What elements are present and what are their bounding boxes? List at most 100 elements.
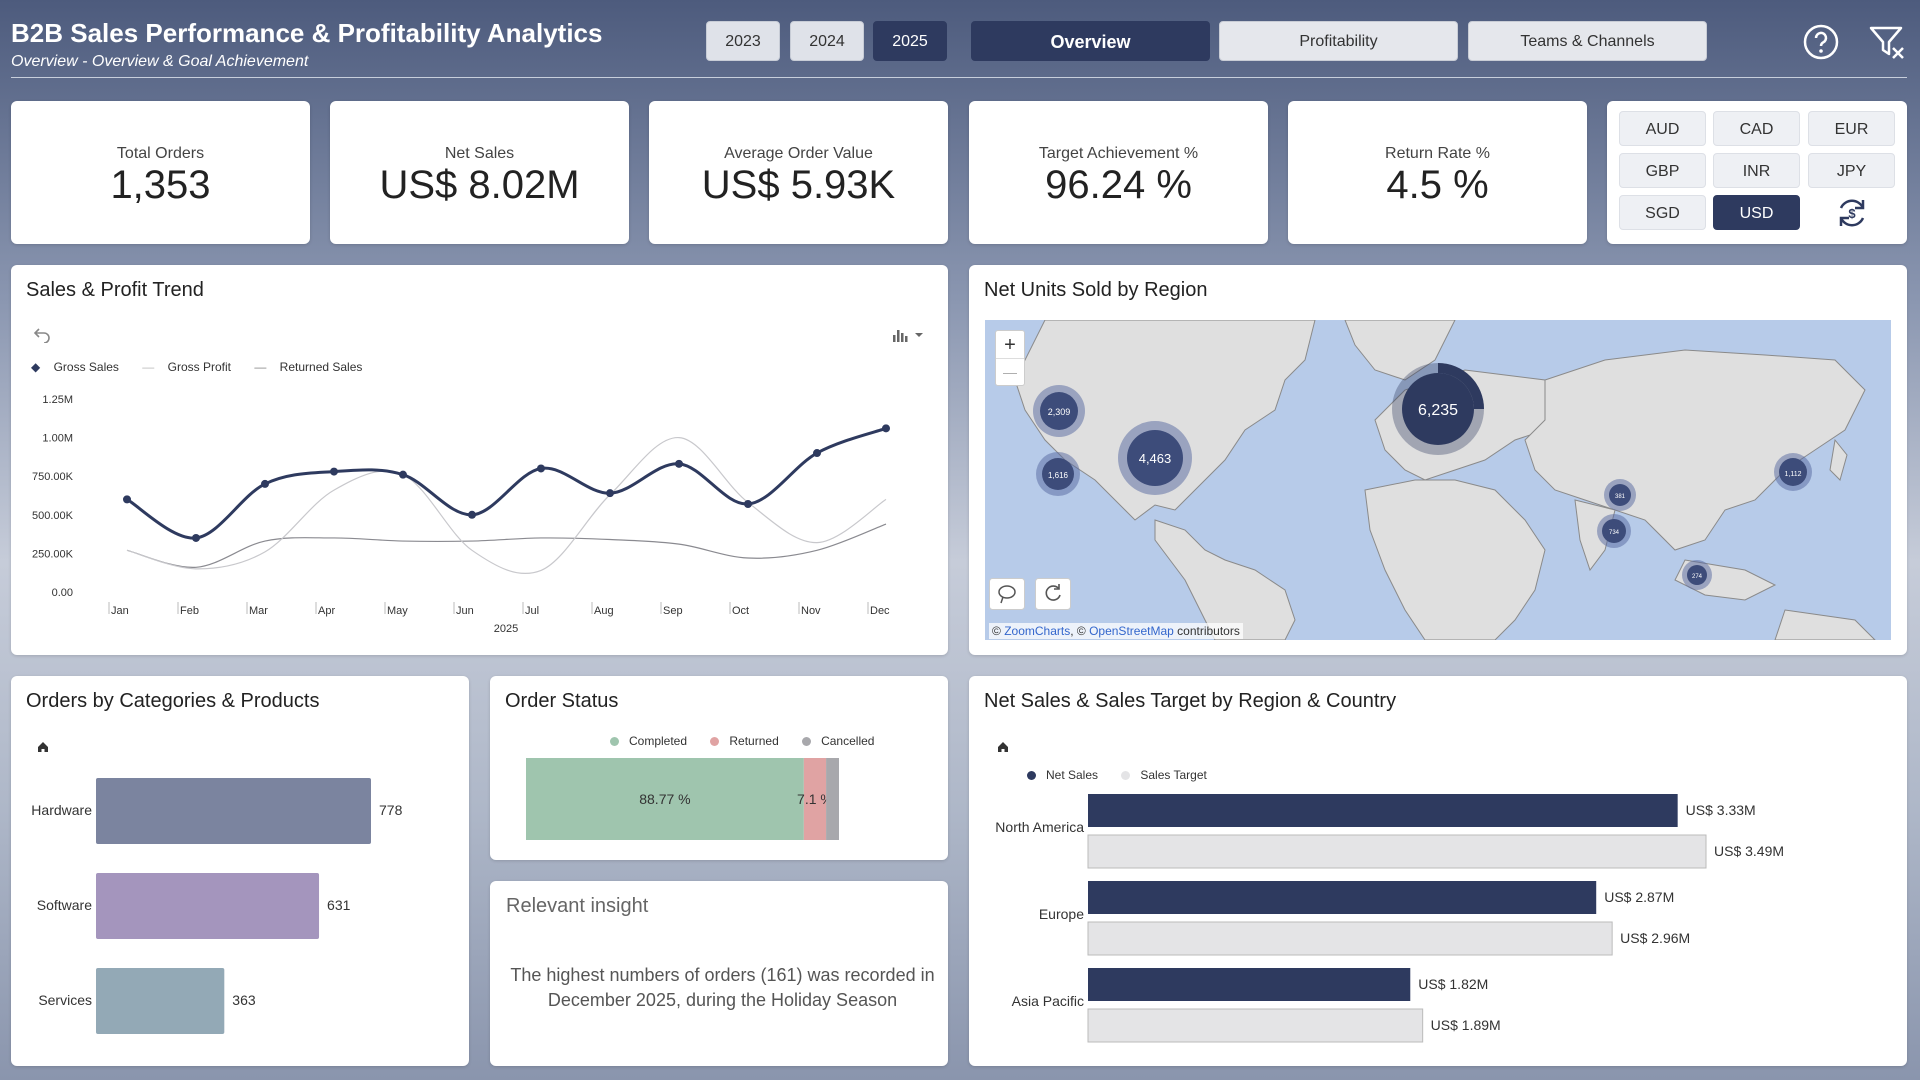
legend-gross-profit[interactable]: ― Gross Profit <box>142 360 231 374</box>
data-point[interactable] <box>261 479 269 488</box>
region-legend: Net Sales Sales Target <box>1027 768 1227 782</box>
kpi-value: US$ 8.02M <box>379 163 580 207</box>
clear-filter-icon[interactable] <box>1867 22 1907 62</box>
order-status-legend: Completed Returned Cancelled <box>610 734 894 748</box>
data-point[interactable] <box>192 533 200 542</box>
data-point[interactable] <box>744 499 752 508</box>
data-point[interactable] <box>537 464 545 473</box>
data-point[interactable] <box>330 467 338 476</box>
x-tick-label: Sep <box>663 605 683 617</box>
net-sales-bar[interactable] <box>1088 794 1678 827</box>
legend-gross-sales[interactable]: ◆ Gross Sales <box>31 360 119 374</box>
legend-sales-target[interactable]: Sales Target <box>1121 768 1217 782</box>
category-bar[interactable] <box>96 968 225 1034</box>
x-tick-label: May <box>387 605 408 617</box>
currency-button-sgd[interactable]: SGD <box>1619 195 1706 230</box>
net-sales-target-region-card: Net Sales & Sales Target by Region & Cou… <box>969 676 1907 1066</box>
data-point[interactable] <box>882 424 890 433</box>
tab-profitability[interactable]: Profitability <box>1219 21 1458 61</box>
order-status-chart: 88.77 % 7.1 % <box>526 758 839 840</box>
data-point[interactable] <box>468 510 476 519</box>
trend-title: Sales & Profit Trend <box>26 279 204 301</box>
header-divider <box>11 77 1907 78</box>
series-returned-sales[interactable] <box>126 523 887 568</box>
data-point[interactable] <box>813 449 821 458</box>
page-subtitle: Overview - Overview & Goal Achievement <box>11 53 309 70</box>
region-chart: North America US$ 3.33M US$ 3.49M Europe US$… <box>995 794 1784 1043</box>
currency-button-inr[interactable]: INR <box>1713 153 1800 188</box>
net-sales-bar[interactable] <box>1088 881 1597 914</box>
y-tick-label: 1.00M <box>42 433 73 445</box>
x-tick-label: Aug <box>594 605 614 617</box>
status-segment[interactable] <box>526 758 804 840</box>
tab-overview[interactable]: Overview <box>971 21 1210 61</box>
currency-refresh-icon[interactable]: $ <box>1835 196 1869 230</box>
legend-cancelled[interactable]: Cancelled <box>802 734 884 748</box>
kpi-label: Net Sales <box>444 145 515 162</box>
currency-selector: AUD CAD EUR GBP INR JPY SGD USD $ <box>1607 101 1907 244</box>
kpi-return-rate: Return Rate % 4.5 % <box>1288 101 1587 244</box>
kpi-total-orders: Total Orders 1,353 <box>11 101 310 244</box>
map-reset-icon[interactable] <box>1035 578 1071 610</box>
series-gross-profit[interactable] <box>126 436 887 575</box>
category-value-label: 778 <box>379 802 403 818</box>
sales-target-bar[interactable] <box>1087 921 1613 956</box>
sales-target-bar[interactable] <box>1087 1008 1424 1043</box>
currency-button-jpy[interactable]: JPY <box>1808 153 1895 188</box>
y-tick-label: 250.00K <box>32 548 74 560</box>
status-segment[interactable] <box>826 758 839 840</box>
year-button-2025[interactable]: 2025 <box>873 21 947 61</box>
map-zoom-control: + — <box>995 330 1025 386</box>
status-segment[interactable] <box>803 758 827 840</box>
zoomcharts-link[interactable]: ZoomCharts <box>1004 624 1071 638</box>
back-icon[interactable] <box>33 327 51 343</box>
legend-returned[interactable]: Returned <box>710 734 788 748</box>
status-segment-label: 7.1 % <box>797 791 833 807</box>
currency-button-eur[interactable]: EUR <box>1808 111 1895 146</box>
currency-button-cad[interactable]: CAD <box>1713 111 1800 146</box>
chart-type-icon[interactable] <box>891 327 931 343</box>
home-icon[interactable] <box>36 740 50 754</box>
help-icon[interactable] <box>1801 22 1841 62</box>
net-units-map-card: Net Units Sold by Region + — © <box>969 265 1907 655</box>
x-tick-label: Jan <box>111 605 129 617</box>
sales-profit-trend-card: Sales & Profit Trend ◆ Gross Sales ― Gro… <box>11 265 948 655</box>
world-map[interactable] <box>985 320 1891 640</box>
sales-target-bar[interactable] <box>1087 834 1707 869</box>
data-point[interactable] <box>399 470 407 479</box>
data-point[interactable] <box>675 459 683 468</box>
x-tick-label: Apr <box>318 605 335 617</box>
category-bar[interactable] <box>96 778 371 844</box>
status-segment-label: 88.77 % <box>639 791 690 807</box>
insight-title: Relevant insight <box>506 895 649 917</box>
tab-teams-channels[interactable]: Teams & Channels <box>1468 21 1707 61</box>
x-tick-label: Oct <box>732 605 749 617</box>
zoom-in-button[interactable]: + <box>996 331 1024 359</box>
x-tick-label: Feb <box>180 605 199 617</box>
region-label: Asia Pacific <box>1012 993 1084 1009</box>
category-label: Software <box>37 897 92 913</box>
lasso-icon[interactable] <box>989 578 1025 610</box>
data-point[interactable] <box>123 495 131 504</box>
year-button-2024[interactable]: 2024 <box>790 21 864 61</box>
legend-completed[interactable]: Completed <box>610 734 697 748</box>
x-tick-label: Jun <box>456 605 474 617</box>
data-point[interactable] <box>606 489 614 498</box>
category-value-label: 631 <box>327 897 351 913</box>
legend-returned-sales[interactable]: ― Returned Sales <box>254 360 363 374</box>
home-icon[interactable] <box>996 740 1010 754</box>
zoom-out-button[interactable]: — <box>1003 364 1017 380</box>
order-status-title: Order Status <box>505 690 619 712</box>
legend-net-sales[interactable]: Net Sales <box>1027 768 1108 782</box>
region-label: Europe <box>1039 906 1084 922</box>
y-tick-label: 0.00 <box>52 587 73 599</box>
net-sales-bar[interactable] <box>1088 968 1411 1001</box>
currency-button-usd[interactable]: USD <box>1713 195 1800 230</box>
year-button-2023[interactable]: 2023 <box>706 21 780 61</box>
kpi-net-sales: Net Sales US$ 8.02M <box>330 101 629 244</box>
openstreetmap-link[interactable]: OpenStreetMap <box>1089 624 1174 638</box>
currency-button-aud[interactable]: AUD <box>1619 111 1706 146</box>
currency-button-gbp[interactable]: GBP <box>1619 153 1706 188</box>
header: B2B Sales Performance & Profitability An… <box>0 0 1920 80</box>
category-bar[interactable] <box>96 873 320 939</box>
